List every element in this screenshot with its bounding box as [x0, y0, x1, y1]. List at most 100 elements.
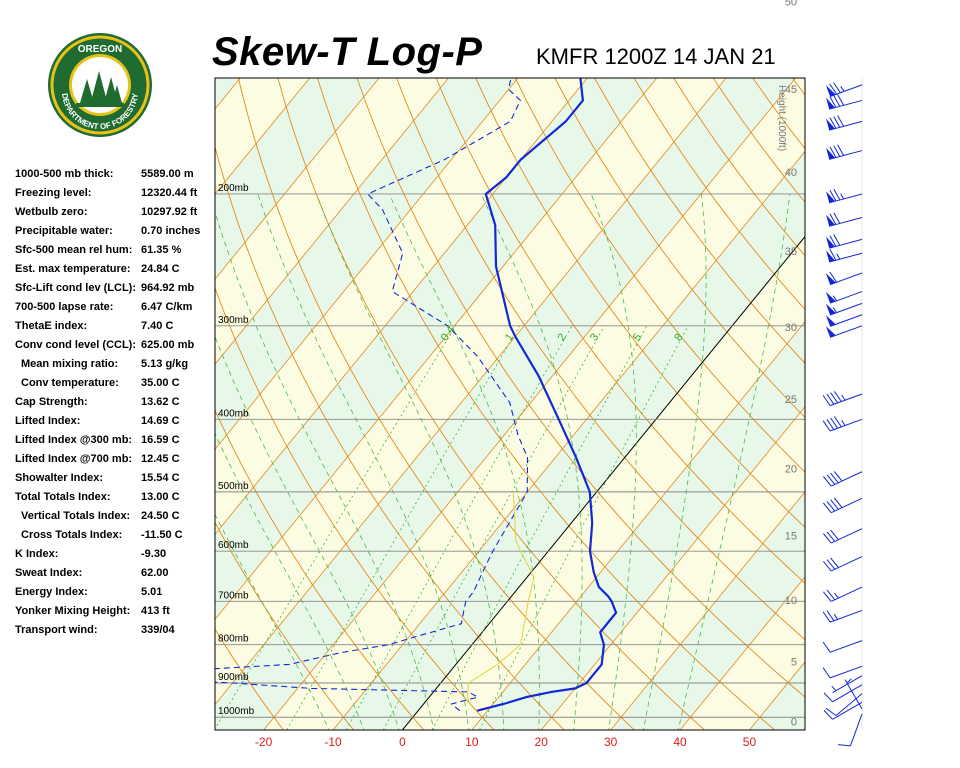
moist-adiabat-line: [480, 193, 583, 730]
wind-barb: [826, 188, 863, 204]
mixing-ratio-line: [382, 325, 605, 730]
index-value: 12.45 C: [141, 453, 180, 465]
barb-staff: [829, 193, 863, 204]
height-tick-label: 35: [785, 246, 797, 258]
barb-flag: [826, 589, 836, 601]
isotherm-line: [215, 78, 658, 621]
background-bands: [0, 78, 805, 730]
wind-barbs: [822, 78, 863, 747]
moist-adiabat-line: [590, 193, 637, 730]
height-tick-label: 5: [791, 657, 797, 669]
dry-adiabat-line: [1, 78, 213, 730]
pressure-tick-label: 700mb: [218, 590, 249, 601]
dry-adiabat-line: [215, 628, 284, 730]
index-label: Total Totals Index:: [15, 491, 111, 503]
barb-flag: [823, 710, 833, 720]
index-value: 5.01: [141, 586, 163, 598]
barb-staff: [832, 701, 863, 720]
wind-barb: [823, 556, 863, 572]
dry-adiabat-line: [832, 78, 960, 730]
barb-flag: [826, 419, 835, 430]
mixing-ratio-line: [479, 325, 689, 730]
index-value: 13.62 C: [141, 396, 180, 408]
index-value: 35.00 C: [141, 377, 180, 389]
index-value: 14.69 C: [141, 415, 180, 427]
barb-staff: [829, 418, 863, 432]
pressure-tick-label: 400mb: [218, 408, 249, 419]
barb-staff: [829, 291, 863, 304]
barb-pennant: [826, 214, 835, 227]
wind-barb: [823, 528, 863, 544]
oregon-forestry-logo: OREGON DEPARTMENT OF FORESTRY: [48, 33, 152, 137]
dry-adiabat-line: [475, 78, 805, 528]
zero-isotherm-line: [402, 235, 805, 730]
barb-flag: [830, 417, 839, 429]
isotherm-line: [0, 78, 171, 730]
barb-flag: [822, 641, 831, 653]
moist-adiabat-line: [215, 210, 435, 730]
index-value: 24.84 C: [141, 263, 180, 275]
wind-barb: [826, 249, 863, 263]
barb-flag: [823, 560, 832, 572]
wind-barb: [825, 325, 863, 338]
barb-half-flag: [832, 295, 838, 302]
wind-barb: [825, 693, 863, 716]
barb-flag: [837, 144, 845, 156]
index-value: 10297.92 ft: [141, 206, 198, 218]
barb-staff: [849, 713, 863, 747]
moist-adiabat-line: [215, 335, 400, 730]
barb-flag: [833, 212, 841, 224]
dry-adiabat-line: [215, 521, 354, 730]
barb-pennant: [825, 303, 836, 315]
temperature-trace: [476, 78, 618, 712]
barb-pennant: [825, 291, 836, 304]
index-value: 339/04: [141, 624, 175, 636]
wind-barb: [825, 291, 863, 304]
wind-barb: [823, 684, 863, 703]
mixing-ratio-label: 1: [503, 331, 516, 343]
band-group: [0, 78, 805, 730]
barb-pennant: [826, 118, 835, 131]
temperature-tick-label: 20: [535, 735, 549, 749]
sounding-traces: [215, 78, 618, 712]
height-tick-label: 40: [785, 167, 797, 179]
index-label: Showalter Index:: [15, 472, 104, 484]
wind-barb: [825, 271, 863, 286]
wind-barb: [838, 713, 863, 747]
mixing-ratio-line: [286, 325, 521, 730]
barb-staff: [829, 302, 863, 316]
temperature-tick-label: 50: [743, 735, 757, 749]
temperature-tick-label: -10: [324, 735, 342, 749]
barb-flag: [833, 471, 843, 482]
barb-flag: [837, 94, 845, 106]
barb-flag: [829, 83, 838, 95]
mixing-ratio-label: 8: [672, 332, 685, 344]
index-value: 413 ft: [141, 605, 170, 617]
barb-staff: [829, 216, 863, 227]
barb-flag: [822, 667, 831, 679]
plot-frame: [214, 77, 806, 731]
band-green: [0, 78, 101, 730]
index-value: -11.50 C: [141, 529, 183, 541]
parcel-trace: [466, 491, 535, 706]
barb-flag: [829, 189, 837, 202]
index-label: Energy Index:: [15, 586, 88, 598]
dry-adiabat-line: [277, 78, 705, 730]
barb-staff: [832, 684, 863, 703]
barb-flag: [829, 213, 837, 225]
isotherm-line: [332, 150, 805, 730]
wind-barb: [822, 391, 863, 407]
moist-adiabat-line: [642, 193, 707, 730]
wind-barb: [844, 678, 863, 710]
barb-flag: [823, 533, 832, 544]
barb-pennant: [826, 236, 835, 249]
barb-flag: [833, 82, 841, 94]
dry-adiabat-line: [215, 145, 565, 730]
index-value: 12320.44 ft: [141, 187, 198, 199]
isotherm-line: [215, 78, 380, 280]
wind-barb: [831, 675, 863, 694]
barb-half-flag: [833, 613, 839, 620]
barb-flag: [826, 501, 836, 512]
isotherm-line: [0, 78, 32, 730]
barb-flag: [830, 529, 839, 541]
